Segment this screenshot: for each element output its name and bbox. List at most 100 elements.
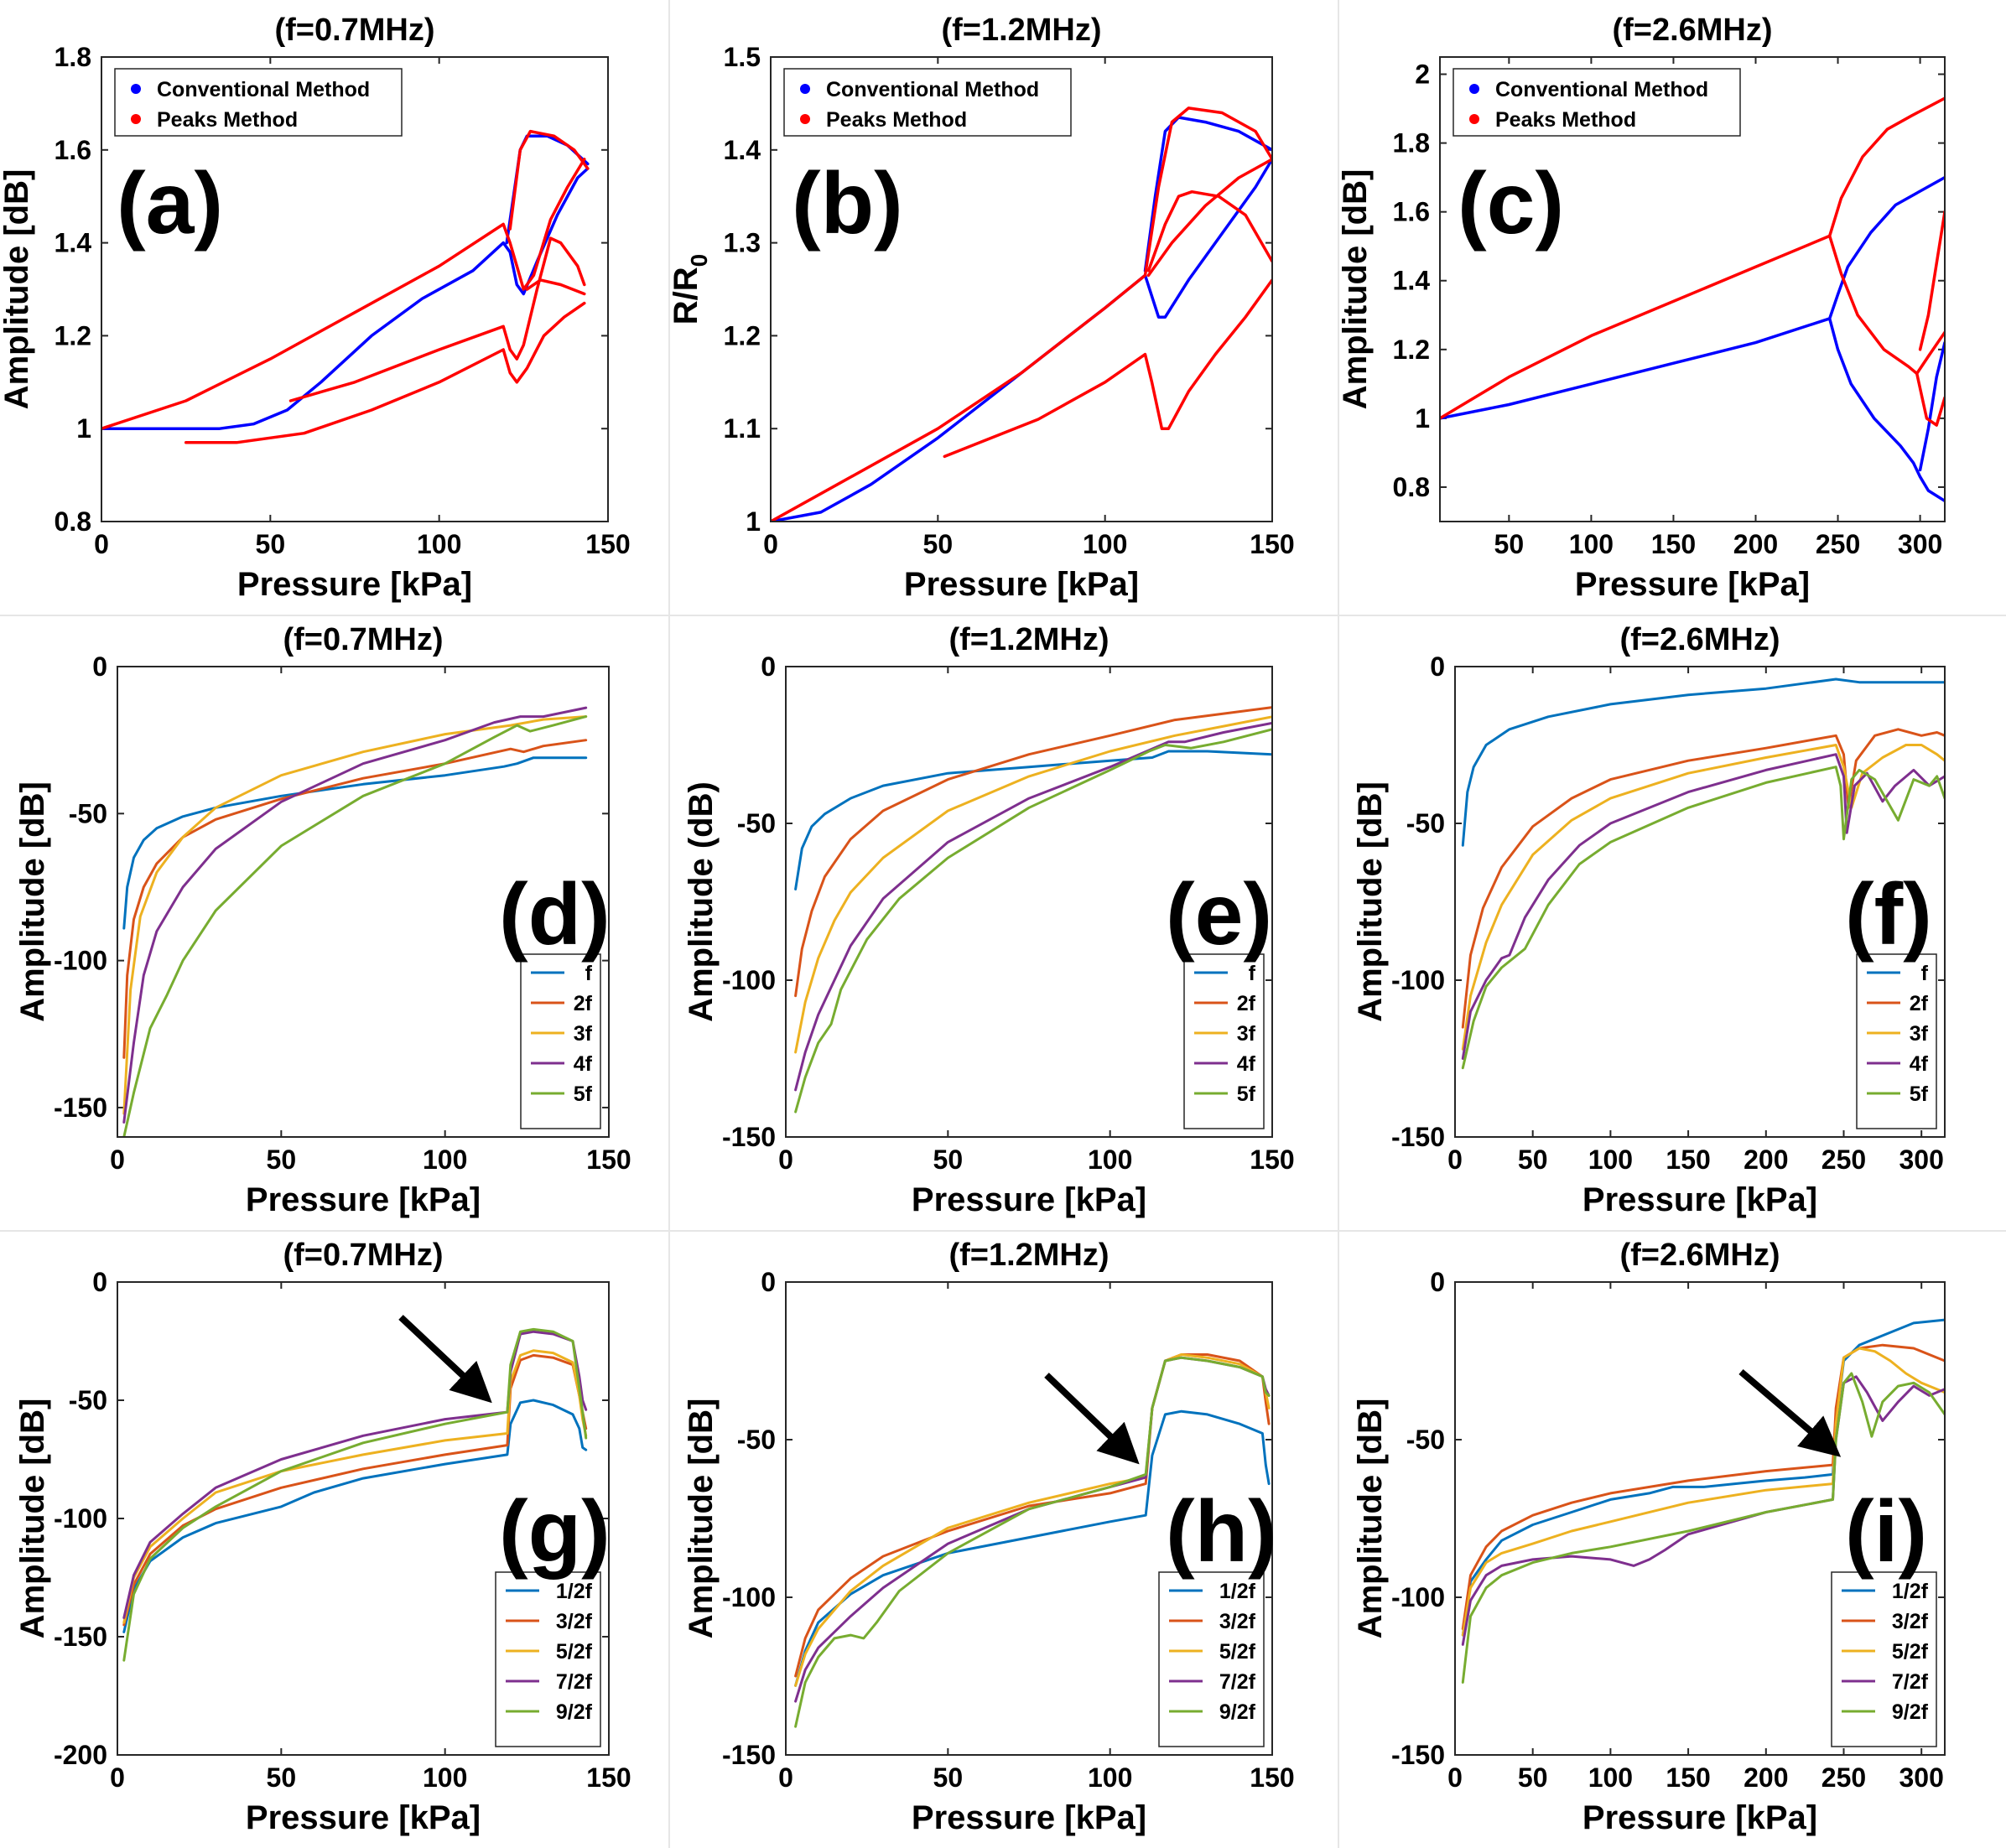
series-line-peaks-method: [525, 278, 586, 296]
series-line-f: [122, 756, 588, 930]
series-line-4f: [122, 706, 588, 1124]
legend-label: 5/2f: [1892, 1640, 1929, 1664]
legend-label: 7/2f: [556, 1670, 593, 1694]
x-tick-label: 200: [1733, 529, 1778, 559]
legend-label: 7/2f: [1892, 1670, 1929, 1694]
series-line-9-2f: [794, 1356, 1271, 1728]
axes-box: [1454, 666, 1946, 1138]
y-tick-label: 1.4: [55, 228, 92, 258]
legend: [1158, 1571, 1265, 1747]
x-tick-label: 100: [423, 1762, 467, 1793]
x-axis-label: Pressure [kPa]: [1575, 566, 1810, 603]
legend-label: 3/2f: [1219, 1610, 1256, 1633]
series-line-2f: [794, 706, 1272, 998]
legend-label: Conventional Method: [157, 78, 370, 101]
y-tick-label: 0.8: [1393, 472, 1430, 502]
series-line-9-2f: [122, 1327, 588, 1662]
legend-label: 1/2f: [556, 1580, 593, 1603]
y-tick-label: 1: [76, 413, 91, 444]
series-group: [1461, 1318, 1945, 1684]
y-tick-label: 0: [92, 651, 107, 682]
series-line-peaks-method: [1918, 210, 1945, 351]
x-axis-label: Pressure [kPa]: [904, 566, 1139, 603]
legend-label: 1/2f: [1219, 1580, 1256, 1603]
x-tick-label: 100: [1588, 1145, 1633, 1175]
y-tick-label: 0.8: [55, 506, 91, 537]
legend-label: 3f: [1910, 1022, 1929, 1046]
x-tick-label: 50: [256, 529, 286, 559]
legend-marker: [800, 114, 810, 124]
series-line-5f: [794, 728, 1272, 1113]
legend-label: 4f: [1237, 1052, 1256, 1076]
legend-label: 5f: [574, 1082, 593, 1106]
x-tick-label: 150: [1666, 1145, 1710, 1175]
chart-title: (f=0.7MHz): [283, 1238, 443, 1273]
y-tick-label: 1.2: [1393, 335, 1430, 365]
x-axis-label: Pressure [kPa]: [912, 1799, 1146, 1836]
series-line-5-2f: [1461, 1347, 1945, 1637]
y-axis-label: Amplitude [dB]: [14, 1399, 51, 1639]
series-line-peaks-method: [771, 106, 1272, 522]
y-tick-label: -50: [737, 808, 776, 838]
series-line-9-2f: [1461, 1372, 1945, 1684]
panel-letter: (h): [1166, 1483, 1277, 1581]
x-tick-label: 0: [778, 1762, 793, 1793]
legend-label: 9/2f: [1892, 1700, 1929, 1724]
axes-box: [785, 666, 1273, 1138]
x-tick-label: 300: [1899, 1762, 1943, 1793]
x-tick-label: 50: [923, 529, 954, 559]
y-tick-label: -150: [1391, 1740, 1445, 1770]
legend-marker: [1469, 84, 1479, 94]
legend-label: 4f: [574, 1052, 593, 1076]
series-line-2f: [122, 739, 588, 1059]
y-tick-label: -100: [54, 946, 107, 976]
x-tick-label: 50: [933, 1762, 964, 1793]
series-line-peaks-method: [288, 236, 586, 402]
legend-label: 1/2f: [1892, 1580, 1929, 1603]
y-tick-label: 1.6: [1393, 197, 1430, 227]
annotation-arrow: [1738, 1368, 1842, 1457]
x-tick-label: 150: [1250, 1762, 1294, 1793]
y-axis-label: Amplitude [dB]: [14, 781, 51, 1022]
panel-letter: (g): [499, 1483, 611, 1581]
legend-label: 5/2f: [1219, 1640, 1256, 1664]
axes-box: [117, 666, 610, 1138]
panel-i: (f=2.6MHz) 0 50 100 150 200 250 300 -150 -100 -50 0…: [1352, 1238, 1946, 1836]
y-tick-label: 0: [761, 651, 776, 682]
series-line-7-2f: [1461, 1375, 1945, 1646]
y-axis-label: Amplitude [dB]: [1352, 1399, 1389, 1639]
y-tick-label: 1: [1415, 403, 1430, 433]
legend-label: 9/2f: [556, 1700, 593, 1724]
panel-a: (f=0.7MHz) 0 50 100 150 0.8 1 1.2 1.4 1.6 1.8 Press…: [0, 13, 631, 603]
series-line-1-2f: [1461, 1318, 1945, 1637]
series-line-peaks-method: [184, 301, 586, 444]
series-line-5f: [1461, 766, 1945, 1070]
x-tick-label: 50: [933, 1145, 964, 1175]
chart-title: (f=2.6MHz): [1619, 1238, 1780, 1273]
series-line-1-2f: [122, 1399, 588, 1633]
series-line-5f: [122, 715, 588, 1137]
legend: [783, 68, 1072, 137]
x-tick-label: 0: [1447, 1762, 1463, 1793]
series-group: [122, 706, 588, 1137]
legend: [1831, 1571, 1937, 1747]
series-line-4f: [794, 721, 1272, 1092]
axes-box: [1454, 1281, 1946, 1756]
y-tick-label: 1.4: [1393, 266, 1431, 296]
series-line-5-2f: [122, 1349, 588, 1624]
legend-label: 2f: [1237, 992, 1256, 1015]
legend: [114, 68, 403, 137]
y-tick-label: 2: [1415, 60, 1430, 90]
series-line-peaks-method: [1146, 189, 1272, 273]
legend-label: 2f: [1910, 992, 1929, 1015]
series-group: [122, 1327, 588, 1662]
x-tick-label: 150: [1651, 529, 1696, 559]
panel-letter: (i): [1845, 1483, 1927, 1581]
legend-label: Conventional Method: [826, 78, 1039, 101]
series-group: [771, 106, 1272, 522]
y-tick-label: 1.6: [55, 135, 91, 165]
series-line-conventional-method: [1440, 175, 1945, 420]
x-tick-label: 0: [110, 1762, 125, 1793]
panel-letter: (f): [1845, 866, 1932, 963]
